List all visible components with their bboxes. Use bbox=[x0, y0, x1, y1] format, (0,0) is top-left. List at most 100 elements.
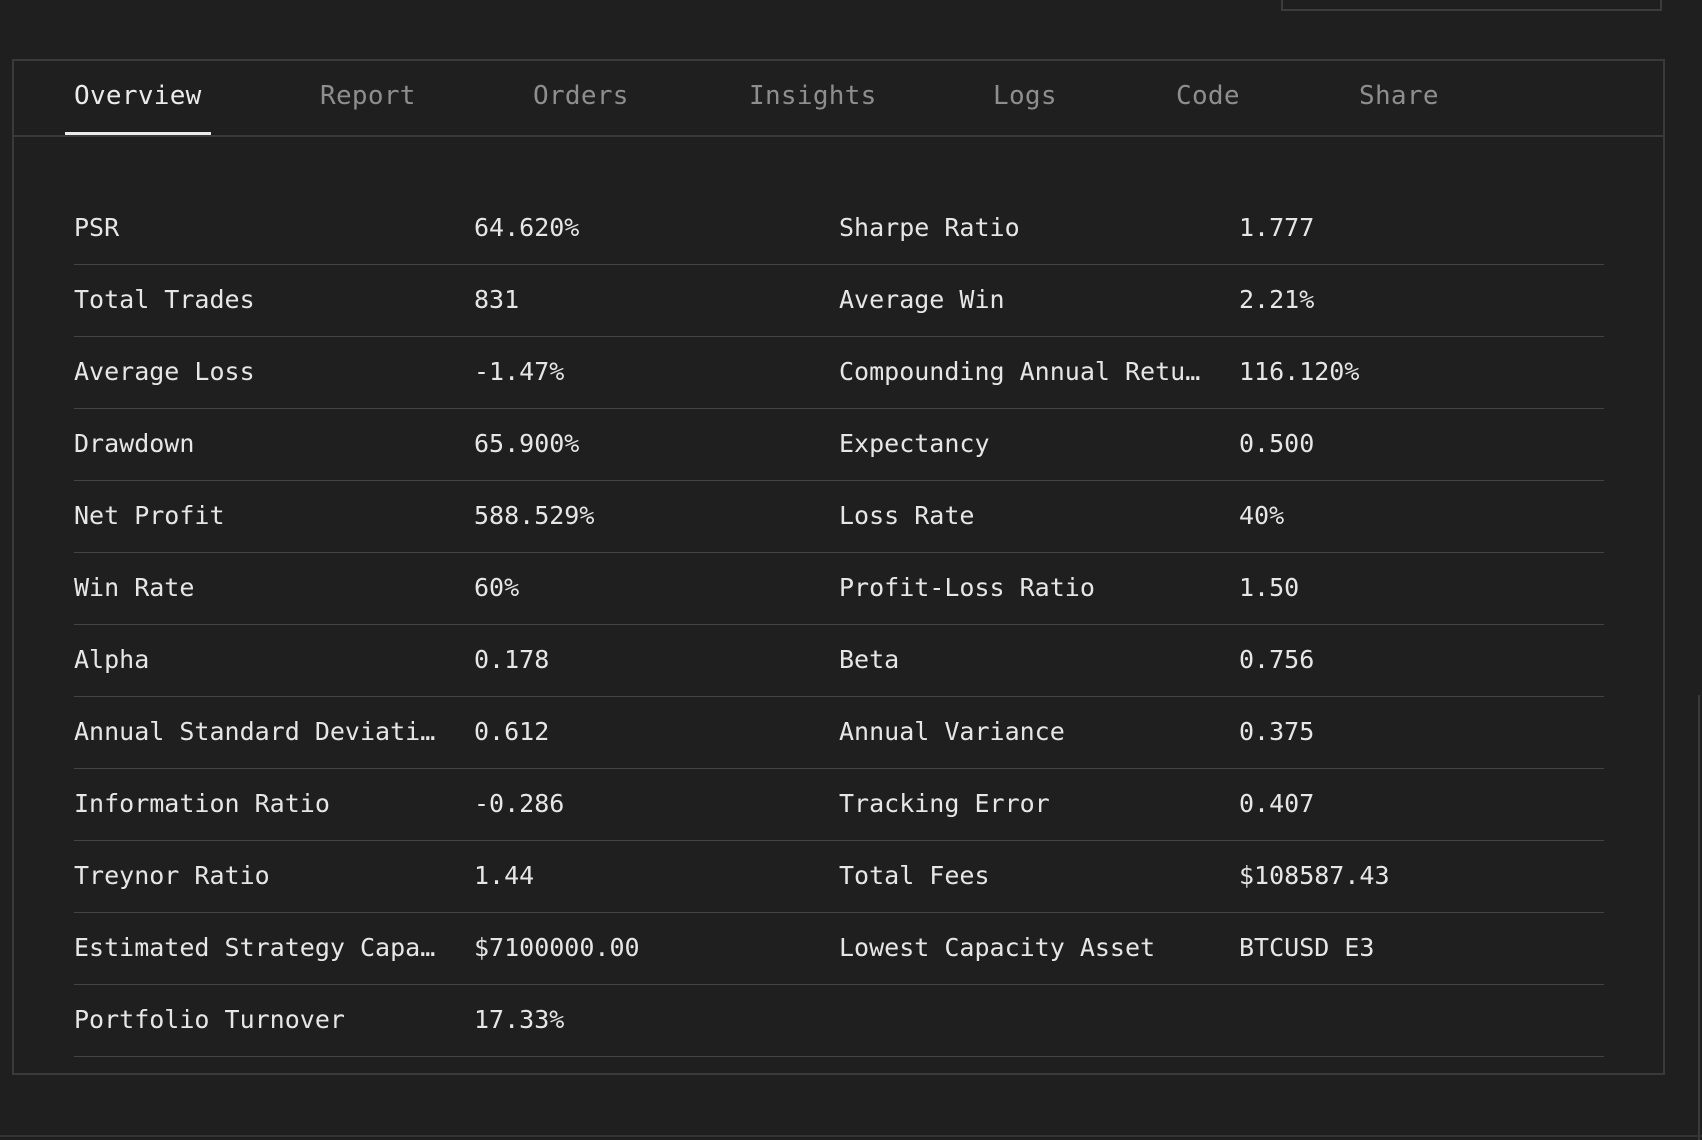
stat-value: BTCUSD E3 bbox=[1239, 933, 1375, 962]
stat-cell: Lowest Capacity Asset BTCUSD E3 bbox=[839, 913, 1604, 985]
stat-label: Estimated Strategy Capacity bbox=[74, 933, 444, 962]
stat-row: Net Profit 588.529% Loss Rate 40% bbox=[14, 481, 1663, 553]
stat-value: 64.620% bbox=[474, 213, 580, 242]
tab-overview[interactable]: Overview bbox=[65, 61, 211, 135]
stat-row: Drawdown 65.900% Expectancy 0.500 bbox=[14, 409, 1663, 481]
stat-cell: Average Loss -1.47% bbox=[74, 337, 839, 409]
stat-value: 1.50 bbox=[1239, 573, 1300, 602]
active-tab-indicator bbox=[65, 132, 211, 135]
stat-value: -0.286 bbox=[474, 789, 565, 818]
stat-row: Average Loss -1.47% Compounding Annual R… bbox=[14, 337, 1663, 409]
bottom-divider bbox=[0, 1135, 1702, 1137]
statistics-grid: PSR 64.620% Sharpe Ratio 1.777 Total Tra… bbox=[14, 193, 1663, 1057]
stat-cell: Loss Rate 40% bbox=[839, 481, 1604, 553]
row-divider bbox=[839, 839, 1604, 841]
stat-value: $108587.43 bbox=[1239, 861, 1390, 890]
row-divider bbox=[839, 335, 1604, 337]
row-divider bbox=[74, 983, 839, 985]
stat-label: Drawdown bbox=[74, 429, 195, 458]
row-divider bbox=[74, 767, 839, 769]
stat-cell: Win Rate 60% bbox=[74, 553, 839, 625]
tab-orders[interactable]: Orders bbox=[533, 61, 629, 135]
stat-cell: Annual Variance 0.375 bbox=[839, 697, 1604, 769]
stat-value: 1.44 bbox=[474, 861, 535, 890]
stat-value: 0.407 bbox=[1239, 789, 1315, 818]
tab-report[interactable]: Report bbox=[320, 61, 416, 135]
tab-label: Overview bbox=[74, 81, 202, 111]
stat-value: 0.375 bbox=[1239, 717, 1315, 746]
row-divider bbox=[74, 263, 839, 265]
stat-label: Information Ratio bbox=[74, 789, 330, 818]
tab-label: Share bbox=[1359, 81, 1439, 111]
stat-cell: Tracking Error 0.407 bbox=[839, 769, 1604, 841]
stat-cell: Treynor Ratio 1.44 bbox=[74, 841, 839, 913]
row-divider bbox=[74, 839, 839, 841]
stat-row: Portfolio Turnover 17.33% bbox=[14, 985, 1663, 1057]
row-divider bbox=[839, 623, 1604, 625]
stat-label: Profit-Loss Ratio bbox=[839, 573, 1095, 602]
row-divider bbox=[839, 263, 1604, 265]
row-divider bbox=[74, 623, 839, 625]
stat-cell: Drawdown 65.900% bbox=[74, 409, 839, 481]
stat-cell: Expectancy 0.500 bbox=[839, 409, 1604, 481]
stat-value: 588.529% bbox=[474, 501, 595, 530]
stat-value: 17.33% bbox=[474, 1005, 565, 1034]
stat-value: 0.756 bbox=[1239, 645, 1315, 674]
stat-value: 0.500 bbox=[1239, 429, 1315, 458]
row-divider bbox=[74, 695, 839, 697]
stat-label: Loss Rate bbox=[839, 501, 975, 530]
stat-value: 0.178 bbox=[474, 645, 550, 674]
stat-row: Win Rate 60% Profit-Loss Ratio 1.50 bbox=[14, 553, 1663, 625]
stat-value: -1.47% bbox=[474, 357, 565, 386]
row-divider bbox=[74, 1055, 839, 1057]
stat-value: 831 bbox=[474, 285, 520, 314]
row-divider bbox=[74, 335, 839, 337]
stat-row: Total Trades 831 Average Win 2.21% bbox=[14, 265, 1663, 337]
stat-row: Annual Standard Deviation 0.612 Annual V… bbox=[14, 697, 1663, 769]
stat-cell: Sharpe Ratio 1.777 bbox=[839, 193, 1604, 265]
stat-label: Treynor Ratio bbox=[74, 861, 270, 890]
tab-share[interactable]: Share bbox=[1359, 61, 1439, 135]
stat-cell: Information Ratio -0.286 bbox=[74, 769, 839, 841]
stat-row: Alpha 0.178 Beta 0.756 bbox=[14, 625, 1663, 697]
stat-label: Beta bbox=[839, 645, 900, 674]
row-divider bbox=[839, 551, 1604, 553]
row-divider bbox=[839, 767, 1604, 769]
stat-value: 60% bbox=[474, 573, 520, 602]
stat-cell: Beta 0.756 bbox=[839, 625, 1604, 697]
row-divider bbox=[839, 911, 1604, 913]
stat-label: Net Profit bbox=[74, 501, 225, 530]
stat-label: Alpha bbox=[74, 645, 150, 674]
top-input-box[interactable] bbox=[1281, 0, 1662, 11]
row-divider bbox=[74, 407, 839, 409]
stat-row: PSR 64.620% Sharpe Ratio 1.777 bbox=[14, 193, 1663, 265]
stat-label: PSR bbox=[74, 213, 120, 242]
row-divider bbox=[74, 479, 839, 481]
tab-label: Report bbox=[320, 81, 416, 111]
stat-value: 2.21% bbox=[1239, 285, 1315, 314]
tab-code[interactable]: Code bbox=[1176, 61, 1240, 135]
row-divider bbox=[839, 479, 1604, 481]
stat-value: 40% bbox=[1239, 501, 1285, 530]
stat-value: 65.900% bbox=[474, 429, 580, 458]
tab-insights[interactable]: Insights bbox=[749, 61, 877, 135]
stat-row: Information Ratio -0.286 Tracking Error … bbox=[14, 769, 1663, 841]
stat-cell: Compounding Annual Return 116.120% bbox=[839, 337, 1604, 409]
stat-row: Estimated Strategy Capacity $7100000.00 … bbox=[14, 913, 1663, 985]
stat-label: Tracking Error bbox=[839, 789, 1050, 818]
stat-label: Annual Variance bbox=[839, 717, 1065, 746]
stat-cell: Annual Standard Deviation 0.612 bbox=[74, 697, 839, 769]
row-divider bbox=[839, 407, 1604, 409]
results-panel: Overview Report Orders Insights Logs Cod… bbox=[12, 59, 1665, 1075]
stat-value: $7100000.00 bbox=[474, 933, 640, 962]
stat-label: Lowest Capacity Asset bbox=[839, 933, 1156, 962]
stat-label: Average Loss bbox=[74, 357, 255, 386]
row-divider bbox=[74, 911, 839, 913]
stat-cell: Alpha 0.178 bbox=[74, 625, 839, 697]
tab-logs[interactable]: Logs bbox=[993, 61, 1057, 135]
stat-label: Portfolio Turnover bbox=[74, 1005, 345, 1034]
stat-label: Compounding Annual Return bbox=[839, 357, 1209, 386]
stat-row: Treynor Ratio 1.44 Total Fees $108587.43 bbox=[14, 841, 1663, 913]
stat-label: Annual Standard Deviation bbox=[74, 717, 444, 746]
